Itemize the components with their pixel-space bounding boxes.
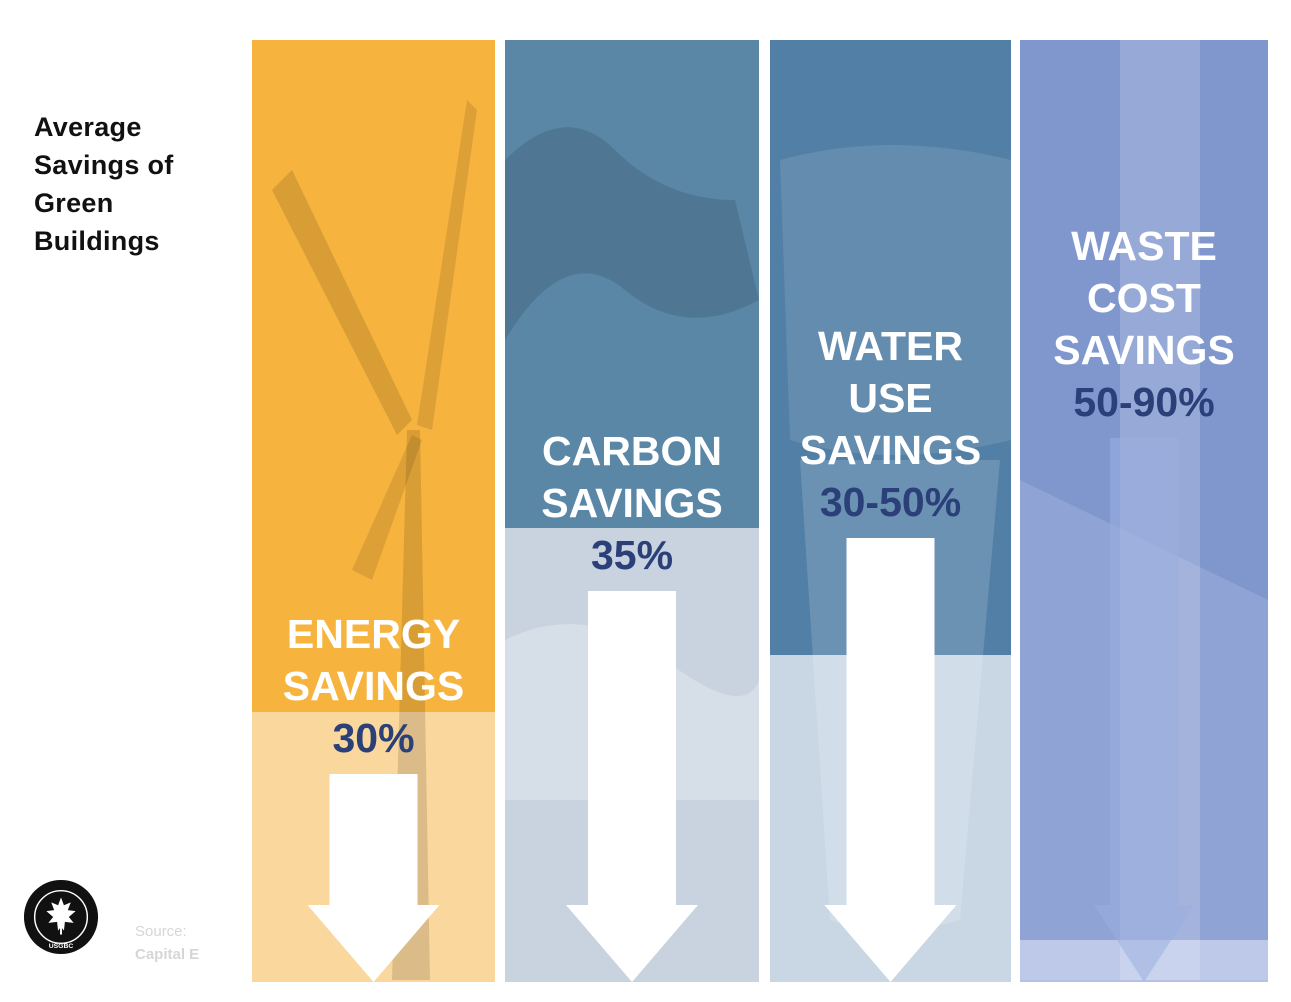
column-label-line: USE [848, 375, 933, 421]
column-value: 30-50% [819, 479, 962, 525]
column-value: 30% [332, 715, 415, 761]
column-label: WATER USE SAVINGS [770, 320, 1011, 476]
column-energy-savings: ENERGY SAVINGS 30% [252, 40, 495, 982]
down-arrow-icon [1094, 438, 1194, 982]
column-label: ENERGY SAVINGS [252, 608, 495, 712]
title-line: Buildings [34, 226, 160, 256]
column-label-line: SAVINGS [799, 427, 982, 473]
column-label-line: ENERGY [286, 611, 461, 657]
column-value: 50-90% [1073, 379, 1215, 425]
column-label: WASTE COST SAVINGS [1020, 220, 1268, 376]
column-label-line: CARBON [542, 428, 722, 474]
source-prefix: Source: [135, 923, 187, 940]
down-arrow-icon [566, 591, 698, 982]
column-waste-savings: WASTE COST SAVINGS 50-90% [1020, 40, 1268, 982]
column-label: CARBON SAVINGS [505, 425, 759, 529]
title-line: Savings of [34, 150, 174, 180]
usgbc-logo: USGBC [23, 879, 99, 955]
column-label-line: COST [1087, 275, 1201, 321]
column-label-line: WATER [817, 323, 963, 369]
column-label-line: SAVINGS [541, 480, 723, 526]
column-photo-texture [272, 100, 477, 980]
column-band-top [505, 40, 759, 528]
column-value: 35% [590, 532, 674, 578]
column-band-top [252, 40, 495, 712]
source-note: Source: Capital E [135, 920, 199, 966]
down-arrow-icon [824, 538, 957, 982]
down-arrow-icon [307, 774, 440, 982]
logo-initials: USGBC [49, 943, 74, 950]
title-line: Average [34, 112, 142, 142]
column-label-line: SAVINGS [1053, 327, 1235, 373]
title-line: Green [34, 188, 114, 218]
column-label-line: SAVINGS [282, 663, 465, 709]
column-water-savings: WATER USE SAVINGS 30-50% [770, 40, 1011, 982]
chart-title: Average Savings of Green Buildings [34, 108, 234, 260]
column-label-line: WASTE [1071, 223, 1217, 269]
column-carbon-savings: CARBON SAVINGS 35% [505, 40, 759, 982]
source-name: Capital E [135, 946, 200, 963]
